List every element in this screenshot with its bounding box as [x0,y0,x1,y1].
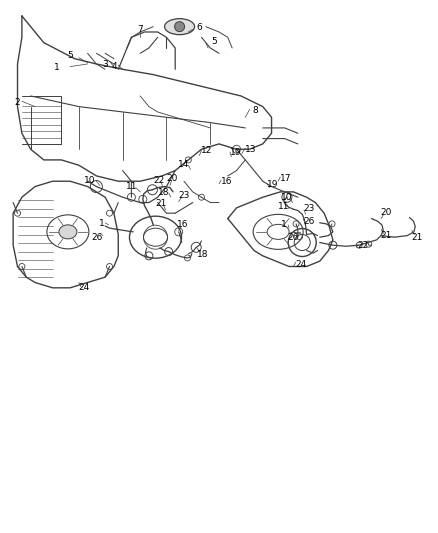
Ellipse shape [59,225,77,239]
Text: 1: 1 [281,221,287,229]
Text: 5: 5 [212,37,218,46]
Text: 18: 18 [197,251,208,259]
Text: 11: 11 [278,203,290,211]
Text: 23: 23 [304,205,315,213]
Text: 22: 22 [153,176,164,184]
Text: 8: 8 [252,106,258,115]
Text: 24: 24 [296,260,307,269]
Text: 17: 17 [280,174,291,183]
Text: 11: 11 [126,182,137,191]
Text: 6: 6 [196,23,202,32]
Text: 21: 21 [381,231,392,240]
Text: 3: 3 [102,60,108,69]
Text: 1: 1 [54,63,60,72]
Text: 21: 21 [411,233,423,241]
Text: 20: 20 [381,208,392,216]
Text: 21: 21 [155,199,167,208]
Text: 10: 10 [84,176,95,184]
Text: 13: 13 [245,145,256,154]
Text: 19: 19 [267,180,278,189]
Text: 10: 10 [281,193,293,201]
Text: 14: 14 [178,160,190,168]
Text: 12: 12 [201,146,212,155]
Text: 4: 4 [111,62,117,71]
Text: 2: 2 [15,98,20,107]
Text: 1: 1 [99,220,105,228]
Text: 24: 24 [78,284,90,292]
Text: 26: 26 [92,233,103,242]
Text: 16: 16 [177,221,189,229]
Text: 26: 26 [287,233,298,241]
Text: 20: 20 [166,174,177,182]
Text: 26: 26 [303,217,314,226]
Text: 7: 7 [137,25,143,34]
Circle shape [175,22,184,31]
Text: 19: 19 [230,148,241,157]
Text: 22: 22 [357,241,368,249]
Text: 23: 23 [178,191,190,199]
Ellipse shape [165,19,194,35]
Text: 18: 18 [158,189,169,197]
Text: 5: 5 [67,52,73,60]
Text: 16: 16 [221,177,233,185]
